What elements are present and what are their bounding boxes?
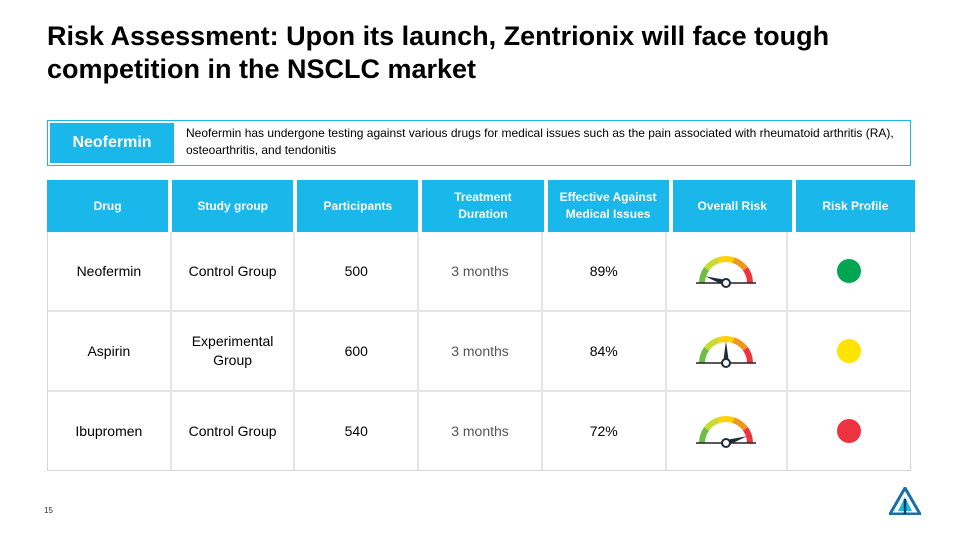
header-drug: Drug	[47, 180, 169, 232]
table-header: Drug Study group Participants Treatment …	[47, 180, 915, 232]
cell-duration: 3 months	[419, 232, 543, 310]
cell-drug: Ibupromen	[48, 392, 172, 470]
cell-effective: 89%	[543, 232, 667, 310]
cell-participants: 540	[295, 392, 420, 470]
company-logo-icon	[889, 487, 921, 515]
intro-box: Neofermin Neofermin has undergone testin…	[47, 120, 911, 166]
cell-study-group: Experimental Group	[172, 312, 296, 390]
risk-profile-dot	[837, 339, 862, 363]
risk-profile-dot	[837, 419, 862, 443]
cell-drug: Aspirin	[48, 312, 172, 390]
header-effective: Effective Against Medical Issues	[547, 180, 669, 232]
cell-participants: 600	[295, 312, 420, 390]
table-row: Neofermin Control Group 500 3 months 89%	[48, 232, 910, 312]
cell-duration: 3 months	[419, 312, 543, 390]
cell-drug: Neofermin	[48, 232, 172, 310]
header-participants: Participants	[297, 180, 419, 232]
header-risk-profile: Risk Profile	[795, 180, 915, 232]
cell-study-group: Control Group	[172, 232, 296, 310]
risk-table: Drug Study group Participants Treatment …	[47, 180, 915, 471]
intro-label: Neofermin	[50, 123, 174, 163]
header-study-group: Study group	[172, 180, 294, 232]
risk-gauge-icon	[696, 256, 757, 288]
risk-gauge-icon	[696, 336, 757, 368]
cell-effective: 72%	[543, 392, 667, 470]
cell-overall-risk	[667, 392, 789, 470]
cell-duration: 3 months	[419, 392, 543, 470]
cell-overall-risk	[667, 312, 789, 390]
cell-risk-profile	[788, 232, 910, 310]
cell-risk-profile	[788, 392, 910, 470]
cell-risk-profile	[788, 312, 910, 390]
header-treatment-duration: Treatment Duration	[422, 180, 544, 232]
page-number: 15	[44, 506, 53, 515]
cell-study-group: Control Group	[172, 392, 296, 470]
slide-title: Risk Assessment: Upon its launch, Zentri…	[47, 21, 830, 84]
risk-profile-dot	[837, 259, 862, 283]
intro-text: Neofermin has undergone testing against …	[186, 126, 894, 157]
header-overall-risk: Overall Risk	[672, 180, 792, 232]
table-body: Neofermin Control Group 500 3 months 89%…	[47, 232, 911, 471]
risk-gauge-icon	[696, 416, 757, 448]
cell-effective: 84%	[543, 312, 667, 390]
table-row: Ibupromen Control Group 540 3 months 72%	[48, 392, 910, 470]
cell-overall-risk	[667, 232, 789, 310]
table-row: Aspirin Experimental Group 600 3 months …	[48, 312, 910, 392]
cell-participants: 500	[295, 232, 420, 310]
